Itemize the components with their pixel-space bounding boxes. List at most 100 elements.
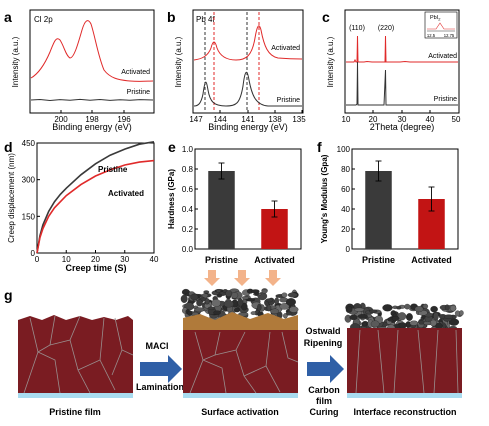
- carbon-particle: [370, 320, 380, 328]
- peak-label-220: (220): [378, 25, 394, 32]
- ytick-label-d: 150: [22, 212, 36, 221]
- ytick-label-f: 60: [341, 185, 350, 194]
- xtick-b: 138: [268, 115, 282, 124]
- carbon-particle: [405, 313, 413, 321]
- step-ripening: Ripening: [304, 338, 343, 348]
- curve-activated-b: [193, 25, 303, 61]
- carbon-particle: [382, 304, 393, 312]
- carbon-particle: [286, 298, 296, 306]
- carbon-particle: [196, 299, 203, 307]
- carbon-particle: [187, 310, 193, 316]
- step-lamination: Lamination: [136, 382, 184, 392]
- curve-pristine-b: [193, 71, 302, 107]
- carbon-particle: [430, 305, 438, 313]
- carbon-particle: [423, 321, 432, 326]
- ytick-label-e: 0.6: [182, 185, 194, 194]
- carbon-particle: [225, 290, 233, 297]
- carbon-particle: [237, 298, 244, 307]
- xtick-b: 135: [292, 115, 306, 124]
- ytick-label-e: 0.4: [182, 205, 194, 214]
- ylabel-d: Creep displacement (nm): [7, 153, 16, 243]
- inset-tick: 12.75: [444, 33, 455, 38]
- arrow-right-icon: [140, 355, 182, 383]
- carbon-particle: [257, 303, 262, 312]
- bars-e: 0.0 0.2 0.4 0.6 0.8 1.0 Pristine Activated: [182, 145, 295, 265]
- carbon-particle: [404, 303, 411, 310]
- panel-c: c Intensity (a.u.) 2Theta (degree) 10 20…: [322, 9, 461, 132]
- inset-pbi2: PbI2 12.5 12.75: [424, 11, 458, 39]
- label-b: Pb 4f: [196, 15, 215, 24]
- category-label-activated: Activated: [254, 255, 295, 265]
- carbon-particle: [354, 307, 365, 312]
- panel-letter-d: d: [4, 139, 13, 155]
- step-macl: MACl: [146, 341, 169, 351]
- xtick-label-d: 40: [150, 255, 159, 264]
- xtick-c: 50: [452, 115, 461, 124]
- carbon-particle: [270, 308, 280, 314]
- xtick-b: 144: [213, 115, 227, 124]
- carbon-particle: [289, 306, 299, 313]
- xtick-label-d: 0: [35, 255, 40, 264]
- plot-frame-e: [194, 148, 302, 250]
- carbon-particle: [194, 307, 205, 313]
- ytick-label-d: 450: [22, 139, 36, 148]
- panel-e: e Hardness (GPa) 0.0 0.2 0.4 0.6 0.8 1.0 Prist…: [167, 139, 302, 265]
- xtick-c: 20: [369, 115, 378, 124]
- interface-reconstruction-block: [344, 302, 464, 398]
- xtick-a: 200: [54, 115, 68, 124]
- panel-letter-e: e: [168, 139, 176, 155]
- xtick-b: 147: [189, 115, 203, 124]
- ytick-label-e: 1.0: [182, 145, 194, 154]
- series-line-activated: [36, 159, 155, 254]
- xtick-a: 196: [117, 115, 131, 124]
- carbon-particle: [409, 320, 418, 326]
- xtick-c: 10: [342, 115, 351, 124]
- carbon-particle: [241, 296, 250, 300]
- panel-letter-c: c: [322, 9, 330, 25]
- panel-a: a Cl 2p Intensity (a.u.) Binding energy …: [4, 9, 155, 132]
- carbon-particle: [287, 292, 298, 298]
- carbon-particle: [180, 294, 188, 303]
- xtick-a: 198: [85, 115, 99, 124]
- carbon-particle: [349, 314, 358, 321]
- ylabel-b: Intensity (a.u.): [174, 36, 183, 87]
- xtick-label-d: 10: [62, 255, 71, 264]
- arrow-right-icon: [307, 355, 344, 383]
- bar-pristine: [208, 171, 235, 249]
- panel-letter-a: a: [4, 9, 12, 25]
- carbon-particle: [369, 309, 378, 313]
- curve-label-activated-a: Activated: [121, 69, 150, 76]
- carbon-particle: [459, 310, 464, 316]
- plot-frame-d: [36, 142, 155, 254]
- carbon-particle: [216, 293, 223, 298]
- carbon-particle: [449, 305, 457, 312]
- xtick-c: 40: [426, 115, 435, 124]
- panel-b: b Pb 4f Intensity (a.u.) Binding energy …: [167, 9, 306, 132]
- carbon-particle: [422, 303, 429, 309]
- carbon-particle: [346, 306, 353, 313]
- series-d: [36, 141, 155, 254]
- inset-label-sub: 2: [438, 17, 441, 22]
- peak-label-110: (110): [349, 25, 365, 32]
- bars-f: 0 20 40 60 80 100 Pristine Activated: [337, 145, 452, 265]
- curve-label-activated-b: Activated: [271, 45, 300, 52]
- carbon-particle: [266, 304, 272, 312]
- ytick-label-e: 0.0: [182, 245, 194, 254]
- ytick-label-f: 20: [341, 225, 350, 234]
- step-curing: Curing: [310, 407, 339, 417]
- carbon-particle: [190, 293, 199, 301]
- panel-f: f Young's Modulus (Gpa) 0 20 40 60 80 100 Pris…: [317, 139, 459, 265]
- carbon-particle: [444, 314, 454, 319]
- ytick-label-f: 40: [341, 205, 350, 214]
- carbon-particle: [204, 298, 210, 304]
- carbon-particle: [216, 289, 221, 293]
- xtick-label-d: 20: [91, 255, 100, 264]
- xtick-label-d: 30: [120, 255, 129, 264]
- pristine-film-block: [18, 315, 134, 398]
- curve-label-pristine-a: Pristine: [127, 89, 150, 96]
- panel-g: g Pristine film MACl Lamination: [4, 270, 464, 417]
- carbon-particle: [286, 311, 292, 316]
- axes-d: 0 10 20 30 40 0 150 300 450: [22, 139, 159, 264]
- series-line-pristine: [36, 141, 155, 254]
- plot-frame-a: [29, 9, 155, 114]
